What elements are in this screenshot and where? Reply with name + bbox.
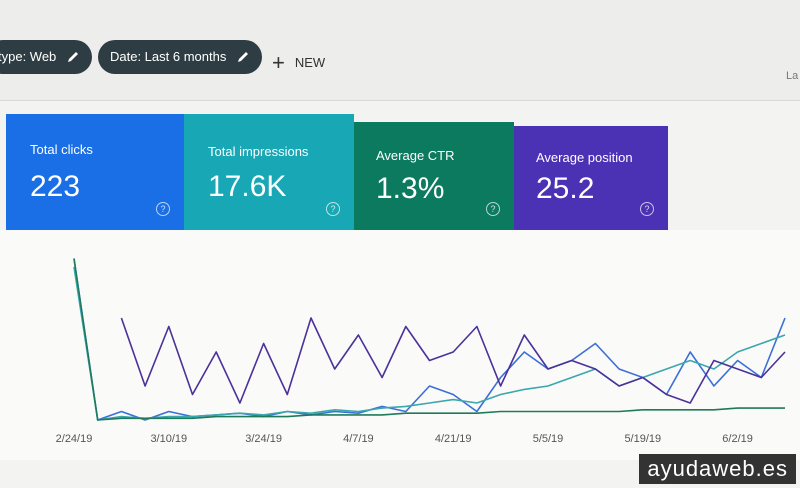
metric-value: 1.3% (376, 172, 445, 205)
x-tick-label: 3/10/19 (150, 433, 187, 445)
metric-card[interactable]: Total impressions 17.6K ? (184, 114, 354, 230)
metric-card[interactable]: Total clicks 223 ? (6, 114, 184, 230)
x-tick-label: 6/2/19 (722, 433, 753, 445)
watermark: ayudaweb.es (639, 454, 796, 484)
chip-label: Date: Last 6 months (110, 49, 227, 64)
new-button[interactable]: + NEW (272, 50, 326, 75)
chart: 2/24/19 3/10/19 3/24/19 4/7/19 4/21/19 5/5/19… (56, 258, 786, 445)
metric-label: Total impressions (208, 144, 309, 159)
filter-chip[interactable]: type: Web (0, 40, 93, 74)
series-line (73, 258, 785, 421)
edit-icon (68, 52, 79, 62)
chip-label: type: Web (0, 49, 57, 64)
x-tick-label: 5/19/19 (624, 433, 661, 445)
x-tick-label: 4/7/19 (343, 433, 374, 445)
truncated-text: La (786, 70, 799, 82)
metric-card[interactable]: Average position 25.2 ? (514, 126, 668, 230)
x-tick-label: 5/5/19 (533, 433, 564, 445)
metric-label: Total clicks (30, 142, 93, 157)
button-label: NEW (294, 55, 326, 70)
help-icon[interactable]: ? (326, 202, 340, 216)
help-icon[interactable]: ? (640, 202, 654, 216)
chart-panel: 2/24/19 3/10/19 3/24/19 4/7/19 4/21/19 5/5/19… (0, 230, 800, 460)
series-line (120, 317, 786, 404)
edit-icon (238, 52, 249, 62)
x-tick-label: 3/24/19 (245, 433, 282, 445)
x-tick-label: 4/21/19 (435, 433, 472, 445)
filter-chip[interactable]: Date: Last 6 months (98, 40, 263, 74)
metric-value: 17.6K (208, 170, 287, 203)
toolbar: type: Web Date: Last 6 months + NEW La (0, 0, 800, 101)
metric-label: Average position (536, 150, 633, 165)
help-icon[interactable]: ? (156, 202, 170, 216)
metric-value: 25.2 (536, 172, 595, 205)
series-line (73, 266, 786, 421)
metric-label: Average CTR (376, 148, 455, 163)
x-tick-label: 2/24/19 (56, 433, 93, 445)
series-line (73, 258, 786, 421)
help-icon[interactable]: ? (486, 202, 500, 216)
metric-card[interactable]: Average CTR 1.3% ? (354, 122, 514, 230)
metric-value: 223 (30, 170, 81, 203)
